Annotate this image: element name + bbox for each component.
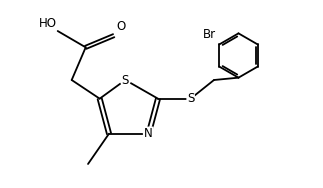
Text: N: N (144, 127, 153, 140)
Text: S: S (187, 92, 194, 105)
Text: Br: Br (203, 28, 216, 41)
Text: HO: HO (38, 17, 57, 30)
Circle shape (120, 75, 130, 85)
Text: O: O (116, 20, 125, 33)
Text: S: S (122, 74, 129, 86)
Circle shape (143, 129, 154, 139)
